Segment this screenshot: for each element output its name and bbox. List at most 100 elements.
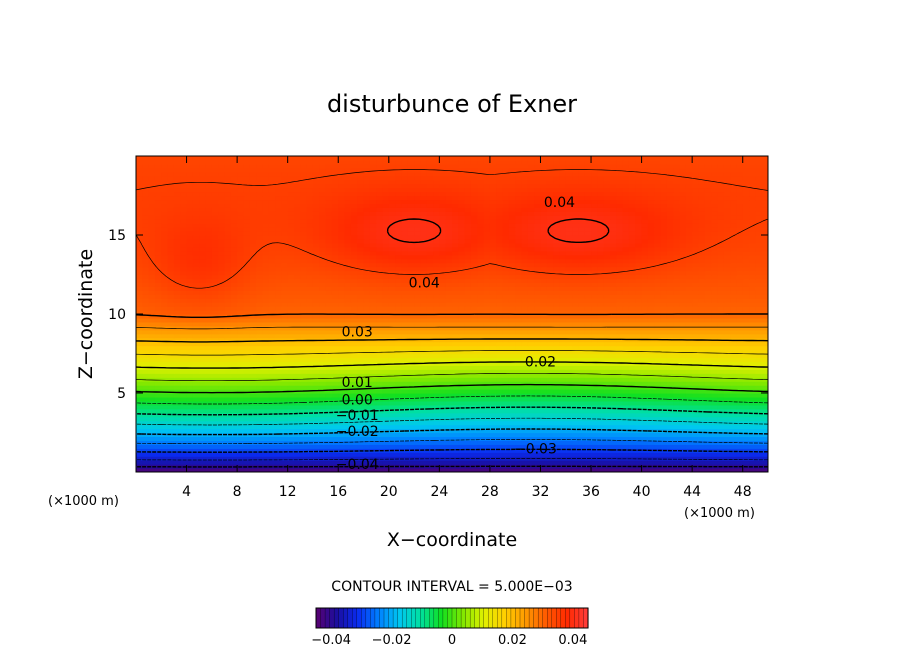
heat-cell — [173, 317, 181, 323]
heat-cell — [439, 357, 447, 362]
heat-cell — [559, 365, 567, 370]
heat-cell — [426, 452, 434, 457]
heat-cell — [540, 416, 548, 422]
heat-cell — [464, 310, 472, 315]
heat-cell — [508, 400, 516, 406]
heat-cell — [211, 440, 219, 445]
heat-cell — [173, 357, 181, 362]
heat-cell — [376, 464, 384, 469]
heat-cell — [628, 365, 636, 370]
heat-cell — [546, 365, 554, 370]
heat-cell — [294, 314, 301, 319]
heat-cell — [647, 357, 655, 362]
heat-cell — [192, 302, 200, 307]
heat-cell — [723, 377, 731, 382]
heat-cell — [603, 448, 611, 453]
heat-cell — [692, 306, 700, 311]
heat-cell — [723, 302, 731, 307]
heat-cell — [369, 436, 377, 441]
heat-cell — [641, 341, 649, 347]
heat-cell — [534, 337, 542, 343]
heat-cell — [540, 274, 548, 280]
heat-cell — [458, 440, 466, 445]
heat-cell — [167, 389, 175, 394]
heat-cell — [464, 428, 472, 434]
heat-cell — [723, 396, 731, 402]
heat-cell — [483, 448, 491, 453]
heat-cell — [218, 396, 226, 402]
heat-cell — [256, 373, 263, 378]
heat-cell — [622, 333, 630, 339]
heat-cell — [679, 290, 687, 295]
heat-cell — [742, 436, 750, 441]
heat-cell — [591, 345, 598, 351]
heat-cell — [300, 345, 308, 351]
heat-cell — [439, 468, 447, 472]
heat-cell — [192, 274, 200, 280]
heat-cell — [660, 408, 668, 414]
heat-cell — [249, 302, 257, 307]
heat-cell — [439, 286, 447, 291]
heat-cell — [565, 341, 573, 347]
heat-cell — [666, 377, 674, 382]
heat-cell — [369, 306, 377, 311]
heat-cell — [464, 420, 472, 426]
heat-cell — [350, 369, 358, 374]
heat-cell — [572, 353, 579, 359]
heat-cell — [654, 468, 662, 472]
heat-cell — [711, 444, 719, 449]
heat-cell — [439, 420, 447, 426]
heat-cell — [502, 345, 510, 351]
heat-cell — [572, 385, 579, 390]
heat-cell — [407, 282, 415, 287]
heat-cell — [306, 424, 314, 430]
heat-cell — [249, 389, 257, 394]
heat-cell — [369, 294, 377, 299]
heat-cell — [249, 298, 257, 303]
heat-cell — [660, 317, 668, 323]
heat-cell — [369, 365, 377, 370]
heat-cell — [243, 396, 251, 402]
heat-cell — [205, 278, 213, 283]
heat-cell — [186, 468, 194, 472]
heat-cell — [559, 377, 567, 382]
heat-cell — [224, 448, 232, 453]
heat-cell — [294, 373, 301, 378]
heat-cell — [357, 298, 365, 303]
heat-cell — [610, 357, 617, 362]
heat-cell — [230, 274, 238, 280]
heat-cell — [420, 404, 428, 410]
heat-cell — [433, 444, 440, 449]
heat-cell — [420, 349, 428, 355]
heat-cell — [237, 302, 245, 307]
heat-cell — [685, 460, 693, 465]
heat-cell — [180, 416, 188, 422]
heat-cell — [730, 408, 737, 414]
heat-cell — [426, 416, 434, 422]
heat-cell — [426, 306, 434, 311]
heat-cell — [641, 325, 649, 331]
heat-cell — [312, 298, 320, 303]
heat-cell — [300, 294, 308, 299]
heat-cell — [331, 349, 339, 355]
heat-cell — [502, 361, 510, 366]
heat-cell — [331, 290, 339, 295]
heat-cell — [268, 341, 276, 347]
heat-cell — [363, 282, 371, 287]
heat-cell — [218, 381, 226, 386]
heat-cell — [698, 436, 706, 441]
heat-cell — [395, 357, 403, 362]
heat-cell — [136, 290, 143, 295]
heat-cell — [496, 349, 504, 355]
heat-cell — [654, 278, 662, 283]
heat-cell — [635, 456, 643, 461]
heat-cell — [527, 381, 535, 386]
heat-cell — [578, 353, 586, 359]
heat-cell — [224, 310, 232, 315]
heat-cell — [306, 353, 314, 359]
heat-cell — [180, 389, 188, 394]
heat-cell — [704, 329, 712, 335]
heat-cell — [603, 440, 611, 445]
heat-cell — [452, 440, 459, 445]
heat-cell — [717, 282, 725, 287]
